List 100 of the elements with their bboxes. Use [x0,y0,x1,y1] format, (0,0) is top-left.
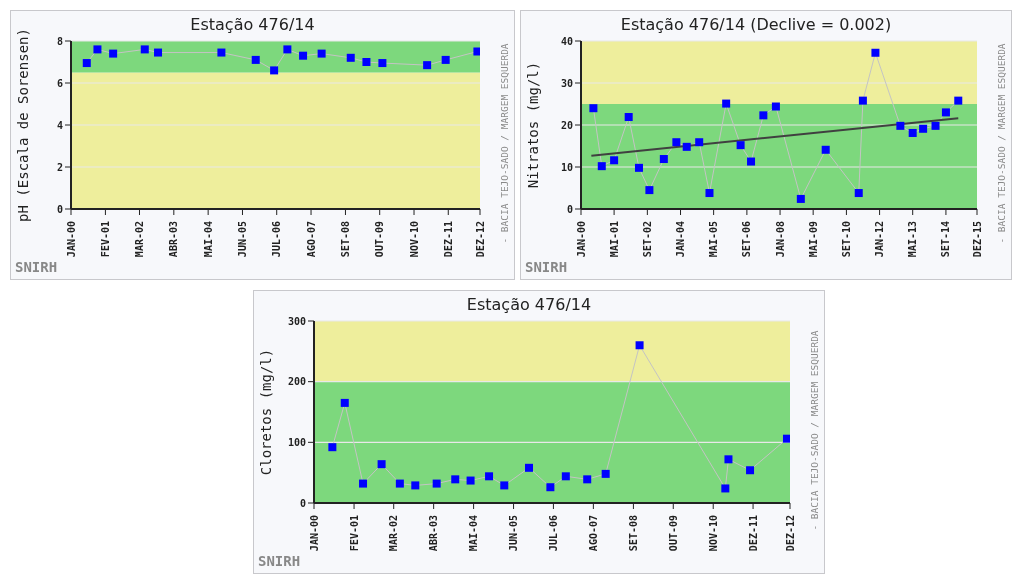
point [82,59,91,68]
point [299,51,308,60]
point [695,138,704,147]
x-tick-label: AGO-07 [305,221,317,258]
point [908,128,917,137]
x-tick-label: MAI-05 [708,221,720,258]
x-tick-label: JAN-04 [675,221,687,258]
x-tick-label: DEZ-12 [474,221,486,258]
point [941,108,950,117]
point [317,49,326,58]
x-tick-label: JUN-05 [236,221,248,258]
x-tick-label: DEZ-12 [784,515,796,552]
x-tick-label: SET-10 [840,221,852,258]
x-tick-label: ABR-03 [428,515,440,552]
y-tick-label: 2 [56,161,63,173]
point [561,472,570,481]
x-tick-label: MAI-04 [202,221,214,258]
x-tick-label: MAI-04 [468,515,480,552]
point [672,138,681,147]
point [682,142,691,151]
point [546,483,555,492]
point [635,341,644,350]
point [858,96,867,105]
x-tick-label: JUN-05 [508,515,520,552]
x-tick-label: ABR-03 [168,221,180,258]
x-tick-label: JAN-00 [65,221,77,258]
y-tick-label: 0 [56,203,63,215]
point [378,59,387,68]
x-tick-label: MAI-09 [807,221,819,258]
y-tick-label: 20 [560,119,573,131]
point [451,475,460,484]
y-tick-label: 200 [287,376,306,388]
x-tick-label: SET-02 [641,221,653,258]
x-tick-label: NOV-10 [707,515,719,552]
x-tick-label: OUT-09 [374,221,386,258]
point [270,66,279,75]
x-tick-label: MAR-02 [388,515,400,552]
point [500,481,509,490]
point [346,53,355,62]
y-tick-label: 6 [56,77,63,89]
point [525,463,533,472]
point [721,484,730,493]
x-tick-label: SET-06 [741,221,753,258]
y-tick-label: 100 [287,436,306,448]
chart-title: Estação 476/14 (Declive = 0.002) [619,15,893,34]
y-tick-label: 8 [56,35,63,47]
text: SNIRH [258,553,301,569]
point [610,156,619,165]
text: SNIRH [525,259,568,275]
x-tick-label: NOV-10 [408,221,420,258]
point [466,476,475,485]
point [432,479,441,488]
x-tick-label: OUT-09 [667,515,679,552]
chart-title: Estação 476/14 [465,295,593,314]
point [896,121,905,130]
x-tick-label: FEV-01 [99,221,111,258]
y-tick-label: 10 [560,161,573,173]
point [597,162,606,171]
point [724,455,733,464]
point [154,48,163,57]
x-tick-label: MAR-02 [133,221,145,258]
point [705,189,714,198]
y-axis-title: Nitratos (mg/l) [524,61,541,189]
y-tick-label: 300 [287,315,306,327]
x-tick-label: MAI-13 [907,221,919,258]
x-tick-label: JAN-08 [774,221,786,258]
point [746,466,755,475]
point [601,469,610,478]
x-tick-label: DEZ-11 [442,221,454,258]
point [359,479,368,488]
point [919,124,928,133]
point [771,102,780,111]
point [340,398,349,407]
point [93,45,102,54]
point [747,157,756,166]
point [796,194,805,203]
y-tick-label: 40 [560,35,573,47]
point [411,481,420,490]
point [624,113,633,122]
point [377,460,386,469]
y-axis-title: pH (Escala de Sorensen) [14,28,31,222]
point [954,96,963,105]
point [659,155,668,164]
x-tick-label: SET-08 [627,515,639,552]
y-tick-label: 0 [566,203,573,215]
point [395,479,404,488]
y-tick-label: 4 [56,119,63,131]
text: - BACIA TEJO-SADO / MARGEM ESQUERDA [808,329,820,531]
point [871,48,880,57]
x-tick-label: FEV-01 [348,515,360,552]
y-tick-label: 0 [299,497,306,509]
point [854,189,863,198]
point [821,145,830,154]
text: - BACIA TEJO-SADO / MARGEM ESQUERDA [498,42,510,244]
x-tick-label: JAN-00 [308,515,320,552]
x-tick-label: SET-08 [339,221,351,258]
x-tick-label: DEZ-15 [971,221,983,258]
point [736,141,745,150]
point [583,475,592,484]
point [473,47,480,56]
